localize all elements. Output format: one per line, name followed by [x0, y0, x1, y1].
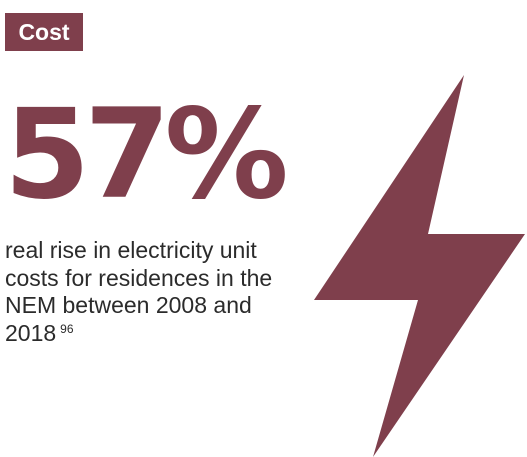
footnote-reference: 96 [60, 321, 74, 336]
stat-value: 57% [4, 83, 289, 227]
stat-description: real rise in electricity unit costs for … [5, 237, 305, 347]
cost-badge: Cost [5, 13, 83, 51]
stat-description-text: real rise in electricity unit costs for … [5, 237, 273, 346]
